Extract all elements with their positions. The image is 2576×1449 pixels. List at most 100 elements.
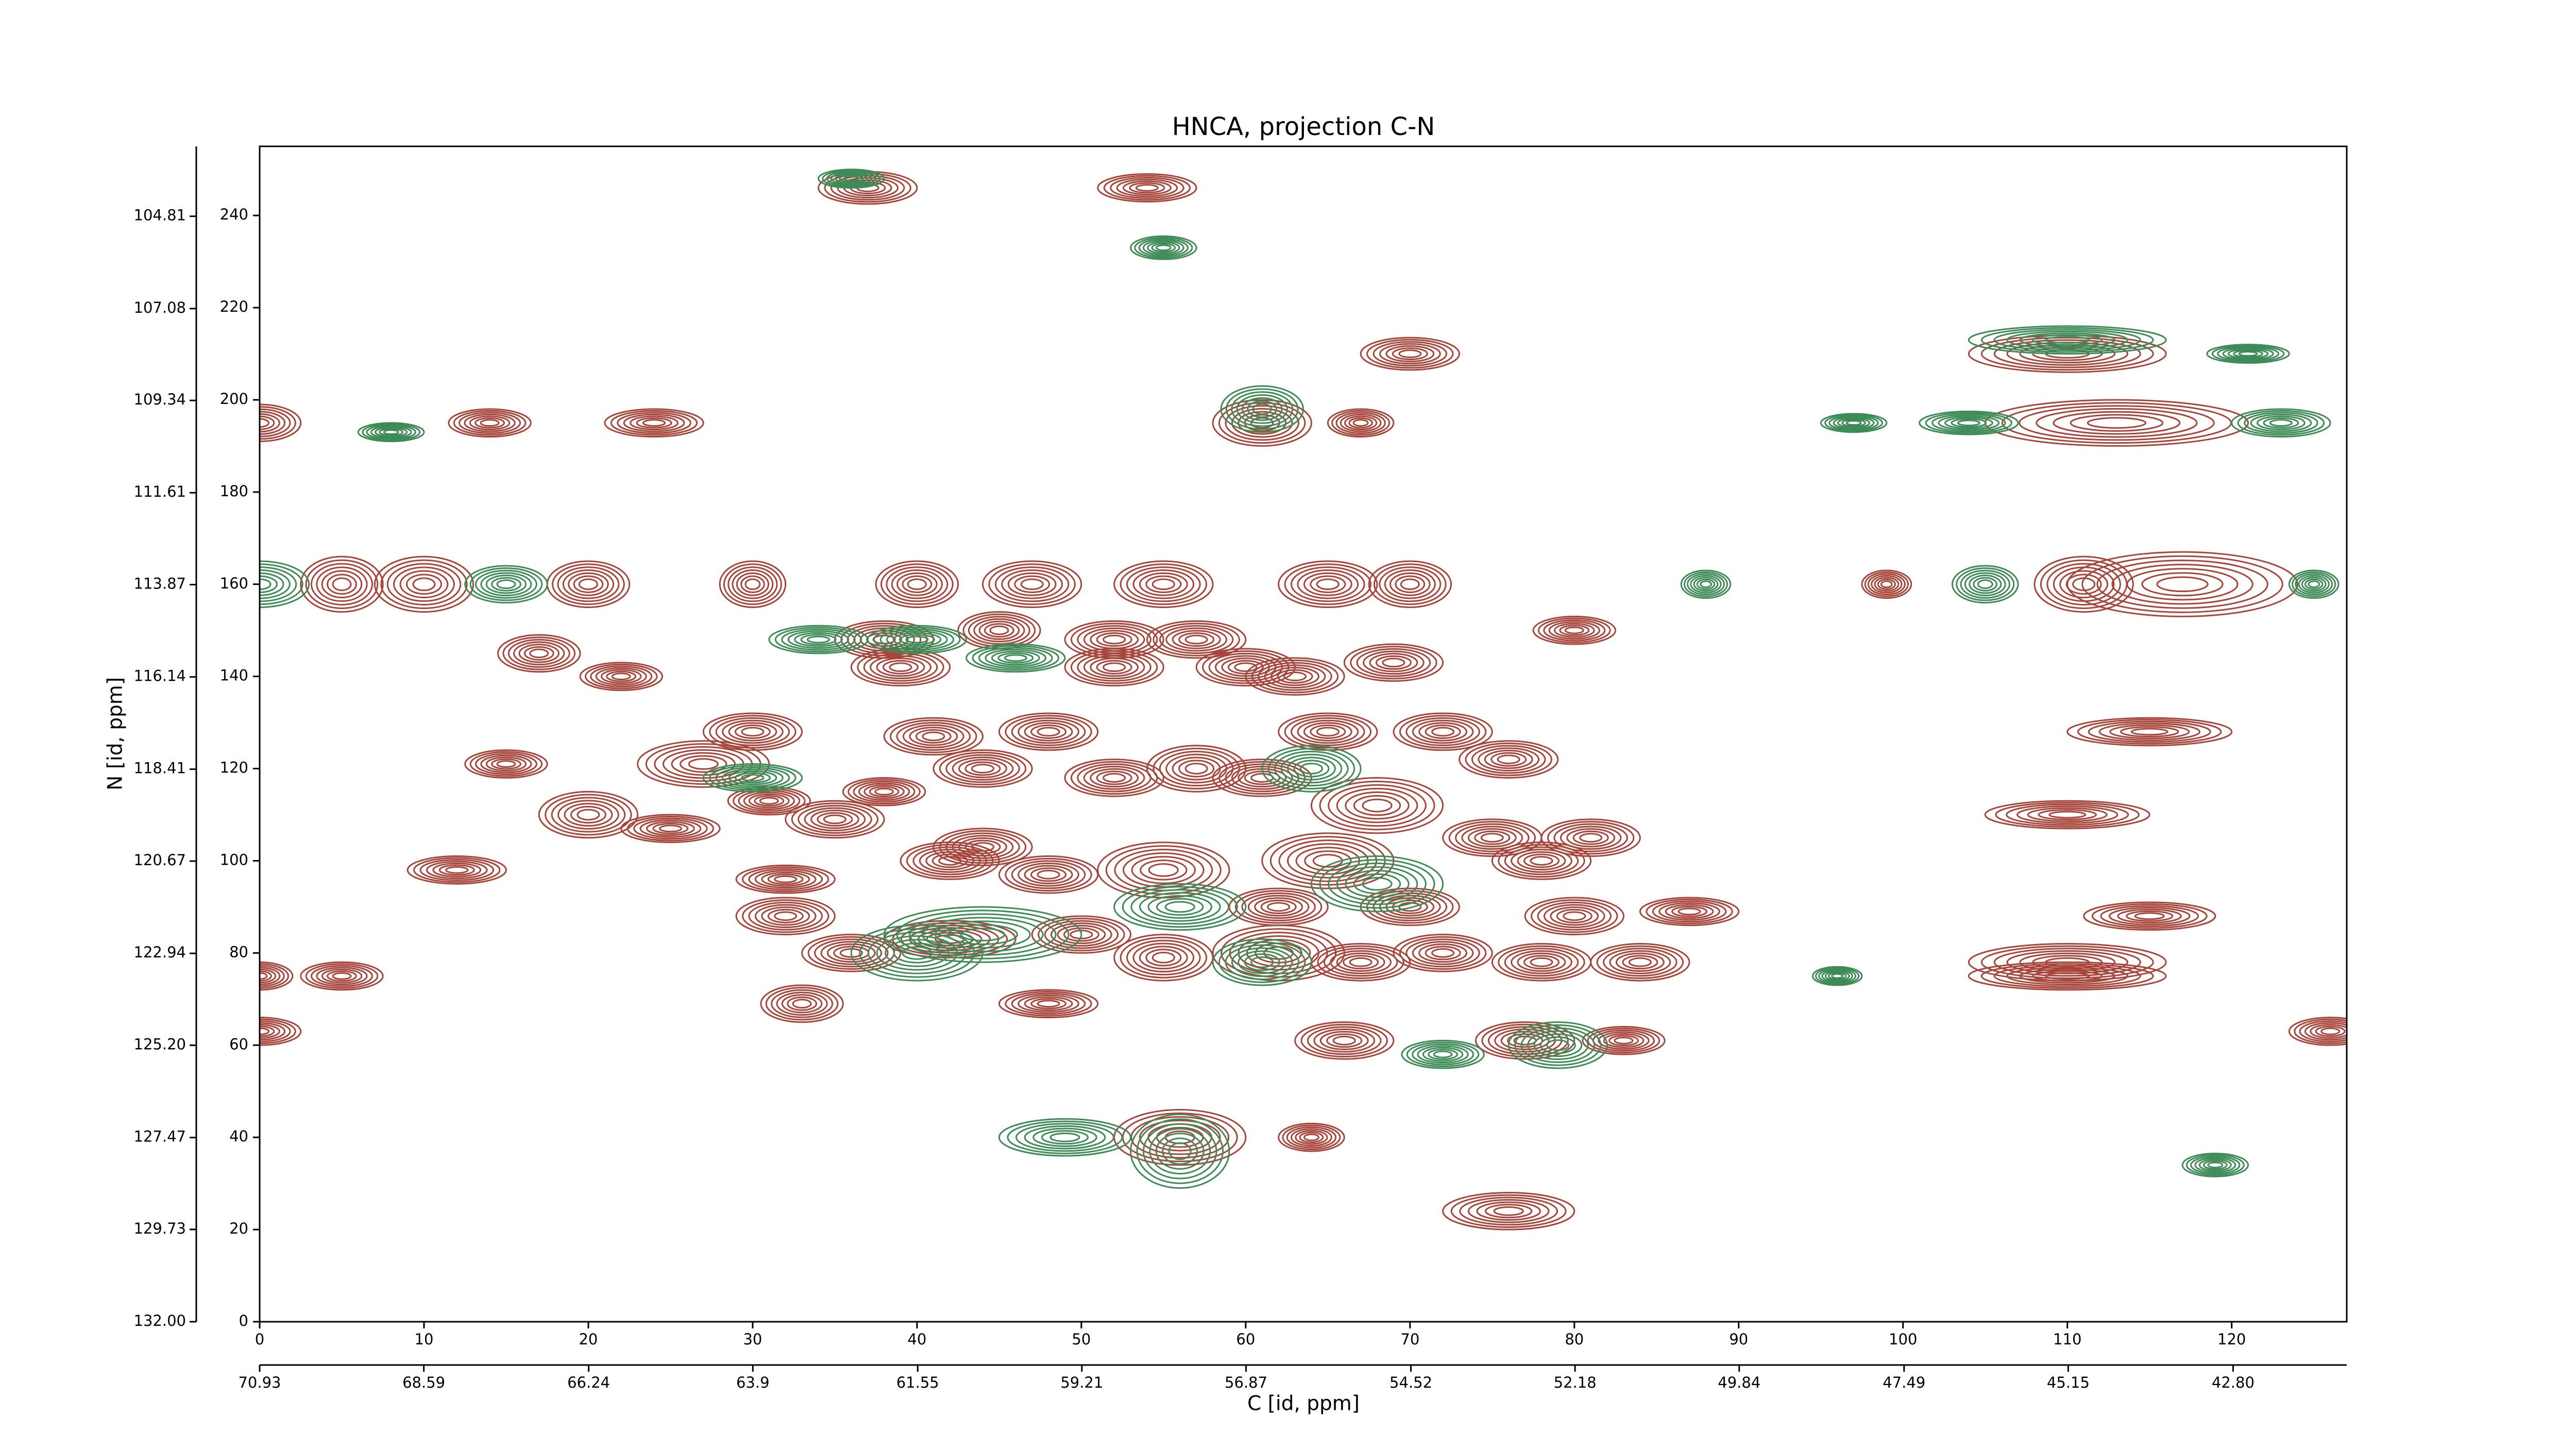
contour-line: [892, 632, 942, 647]
contour-line: [1218, 402, 1306, 444]
peak: [801, 934, 902, 972]
contour-line: [1231, 408, 1293, 438]
contour-line: [2066, 551, 2298, 617]
contour-line: [260, 1018, 296, 1044]
contour-line: [1234, 662, 1258, 672]
x2-tick-label: 70.93: [238, 1374, 281, 1391]
contour-line: [2006, 967, 2128, 985]
contour-line: [1527, 1030, 1589, 1060]
x-tick-label: 20: [579, 1330, 598, 1348]
contour-line: [1147, 241, 1180, 255]
contour-line: [867, 932, 967, 974]
contour-line: [633, 817, 708, 840]
contour-line: [1405, 938, 1480, 968]
contour-line: [1353, 873, 1401, 895]
contour-line: [1480, 833, 1504, 843]
contour-line: [1096, 770, 1132, 785]
x-tick-label: 10: [415, 1330, 434, 1348]
contour-line: [1520, 1027, 1596, 1063]
contour-line: [989, 625, 1009, 635]
contour-line: [1323, 948, 1398, 977]
contour-line: [474, 569, 537, 599]
contour-line: [2077, 719, 2222, 745]
peak: [1245, 657, 1345, 696]
contour-line: [826, 943, 876, 963]
contour-line: [316, 967, 368, 985]
contour-line: [754, 795, 785, 807]
contour-line: [260, 1027, 270, 1035]
contour-line: [1303, 722, 1352, 742]
contour-line: [874, 787, 894, 796]
contour-line: [1428, 1049, 1459, 1060]
contour-line: [1609, 950, 1671, 974]
contour-line: [1343, 643, 1444, 682]
y2-tick-label: 109.34: [134, 391, 186, 408]
peak: [702, 712, 803, 751]
y-tick-label: 200: [220, 390, 248, 408]
contour-line: [579, 662, 663, 692]
contour-line: [1566, 828, 1616, 848]
contour-line: [2006, 803, 2129, 826]
contour-line: [1148, 863, 1179, 877]
contour-line: [260, 972, 268, 980]
peak: [1680, 569, 1732, 599]
contour-line: [1925, 412, 2013, 434]
contour-line: [748, 901, 823, 931]
peak: [842, 777, 926, 806]
contour-line: [1590, 943, 1690, 982]
contour-line: [952, 756, 1014, 781]
contour-line: [853, 627, 915, 652]
contour-line: [260, 563, 303, 605]
y2-tick-label: 125.20: [134, 1035, 186, 1053]
contour-line: [1379, 343, 1441, 365]
contour-line: [1818, 968, 1857, 984]
contour-line: [1995, 802, 2140, 828]
contour-line: [1373, 563, 1447, 605]
contour-line: [890, 719, 977, 753]
contour-line: [1459, 1197, 1558, 1226]
contour-line: [947, 924, 1018, 945]
contour-line: [310, 563, 373, 606]
contour-line: [2036, 408, 2198, 438]
peak: [2181, 1153, 2249, 1177]
contour-line: [1238, 950, 1287, 974]
contour-line: [1260, 899, 1297, 914]
peak: [300, 961, 384, 991]
contour-line: [719, 560, 787, 609]
contour-line: [876, 935, 958, 971]
peak: [464, 565, 548, 604]
contour-line: [432, 862, 482, 878]
contour-line: [1484, 750, 1533, 769]
contour-line: [1212, 399, 1312, 447]
peak: [875, 560, 959, 609]
contour-line: [1310, 724, 1346, 739]
contour-line: [938, 856, 962, 866]
contour-line: [889, 662, 912, 672]
contour-line: [1993, 329, 2141, 351]
peak: [2066, 717, 2233, 747]
contour-line: [1178, 632, 1215, 647]
contour-line: [736, 572, 770, 596]
contour-line: [406, 855, 507, 885]
contour-line: [2141, 572, 2224, 597]
contour-line: [1425, 946, 1461, 961]
contour-line: [1628, 957, 1652, 967]
contour-line: [2065, 574, 2102, 595]
contour-line: [1116, 178, 1178, 197]
contour-line: [968, 616, 1030, 645]
contour-line: [1044, 920, 1119, 949]
contour-line: [1041, 1130, 1089, 1145]
contour-line: [2038, 809, 2097, 820]
contour-line: [1671, 905, 1708, 917]
contour-line: [1064, 648, 1164, 687]
contour-line: [1090, 768, 1139, 788]
contour-line: [485, 756, 527, 772]
contour-line: [1024, 996, 1073, 1012]
contour-line: [1225, 388, 1299, 430]
contour-line: [902, 724, 964, 749]
contour-line: [1598, 1031, 1650, 1050]
y2-tick-label: 127.47: [134, 1128, 186, 1145]
contour-line: [909, 727, 958, 746]
contour-line: [370, 426, 412, 439]
contour-line: [958, 759, 1007, 779]
